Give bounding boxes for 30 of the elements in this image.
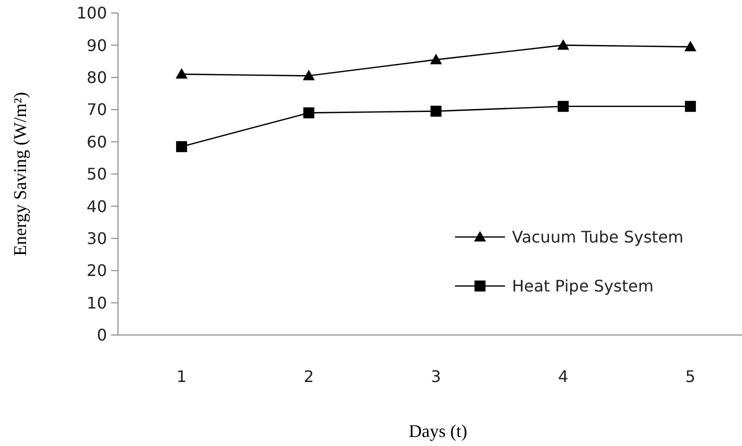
point bbox=[176, 68, 188, 79]
point bbox=[430, 54, 442, 64]
point bbox=[558, 100, 569, 112]
y-tick-label: 100 bbox=[76, 4, 107, 23]
y-tick-label: 70 bbox=[86, 100, 107, 120]
x-tick-label: 4 bbox=[558, 367, 568, 386]
point bbox=[302, 70, 315, 80]
legend-label: Vacuum Tube System bbox=[512, 228, 684, 247]
y-tick-label: 40 bbox=[86, 196, 107, 216]
x-tick-label: 2 bbox=[304, 367, 314, 386]
point bbox=[684, 100, 696, 112]
y-tick-label: 30 bbox=[86, 229, 107, 248]
x-tick-label: 5 bbox=[685, 367, 696, 386]
x-tick-label: 1 bbox=[176, 367, 187, 386]
x-tick-label: 3 bbox=[430, 367, 442, 386]
y-tick-label: 60 bbox=[86, 132, 107, 152]
y-axis-title: Energy Saving (W/m²) bbox=[10, 92, 30, 256]
y-tick-label: 50 bbox=[86, 164, 107, 184]
point bbox=[684, 40, 696, 52]
y-tick-label: 0 bbox=[96, 326, 107, 345]
point bbox=[303, 107, 314, 118]
y-tick-label: 80 bbox=[86, 68, 107, 87]
y-tick-label: 90 bbox=[86, 36, 107, 55]
x-axis-title: Days (t) bbox=[408, 421, 468, 441]
point bbox=[430, 106, 442, 117]
point bbox=[557, 39, 570, 50]
point bbox=[176, 141, 188, 152]
y-tick-label: 10 bbox=[86, 293, 107, 312]
legend-label: Heat Pipe System bbox=[512, 276, 654, 296]
y-tick-label: 20 bbox=[86, 261, 107, 280]
